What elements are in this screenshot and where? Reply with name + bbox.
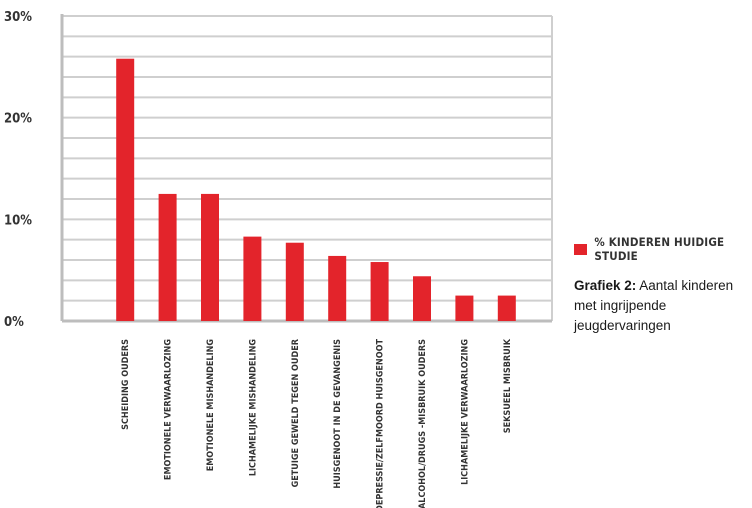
x-tick-label: LICHAMELIJKE VERWAARLOZING — [460, 339, 470, 485]
legend: % KINDEREN HUIDIGE STUDIE — [574, 235, 752, 263]
x-tick-label: ALCOHOL/DRUGS -MISBRUIK OUDERS — [418, 339, 428, 508]
x-tick-label: HUISGENOOT IN DE GEVANGENIS — [333, 339, 343, 489]
caption-text: Aantal kinderen met ingrijpende jeugderv… — [574, 278, 734, 333]
bar — [370, 262, 389, 321]
x-tick-label: LICHAMELIJKE MISHANDELING — [248, 339, 258, 476]
x-tick-label: SCHEIDING OUDERS — [121, 339, 131, 430]
y-tick-label: 20% — [4, 112, 32, 127]
x-tick-label: DEPRESSIE/ZELFMOORD HUISGENOOT — [376, 339, 386, 508]
bar — [413, 276, 431, 321]
x-tick-label: GETUIGE GEWELD TEGEN OUDER — [291, 338, 301, 487]
bar — [158, 193, 177, 321]
bar — [455, 295, 474, 321]
bar — [497, 295, 516, 321]
y-tick-label: 0% — [4, 315, 24, 330]
bar — [243, 236, 262, 321]
x-tick-label: EMOTIONELE VERWAARLOZING — [164, 339, 174, 480]
bars — [116, 58, 516, 321]
bar — [201, 193, 219, 321]
grid-lines — [62, 15, 553, 322]
chart-caption: Grafiek 2: Aantal kinderen met ingrijpen… — [574, 276, 750, 336]
x-axis-labels: SCHEIDING OUDERS EMOTIONELE VERWAARLOZING… — [121, 338, 513, 508]
bar — [285, 242, 304, 321]
x-tick-label: SEKSUEEL MISBRUIK — [503, 338, 513, 433]
y-tick-label: 30% — [4, 10, 32, 25]
y-axis: 0% 10% 20% 30% — [4, 10, 552, 330]
x-tick-label: EMOTIONELE MISHANDELING — [206, 339, 216, 472]
legend-swatch — [574, 243, 588, 255]
caption-bold: Grafiek 2: — [574, 278, 637, 293]
y-tick-label: 10% — [4, 213, 32, 228]
bar — [328, 255, 347, 321]
bar — [116, 58, 135, 321]
legend-label: % KINDEREN HUIDIGE STUDIE — [594, 235, 725, 263]
